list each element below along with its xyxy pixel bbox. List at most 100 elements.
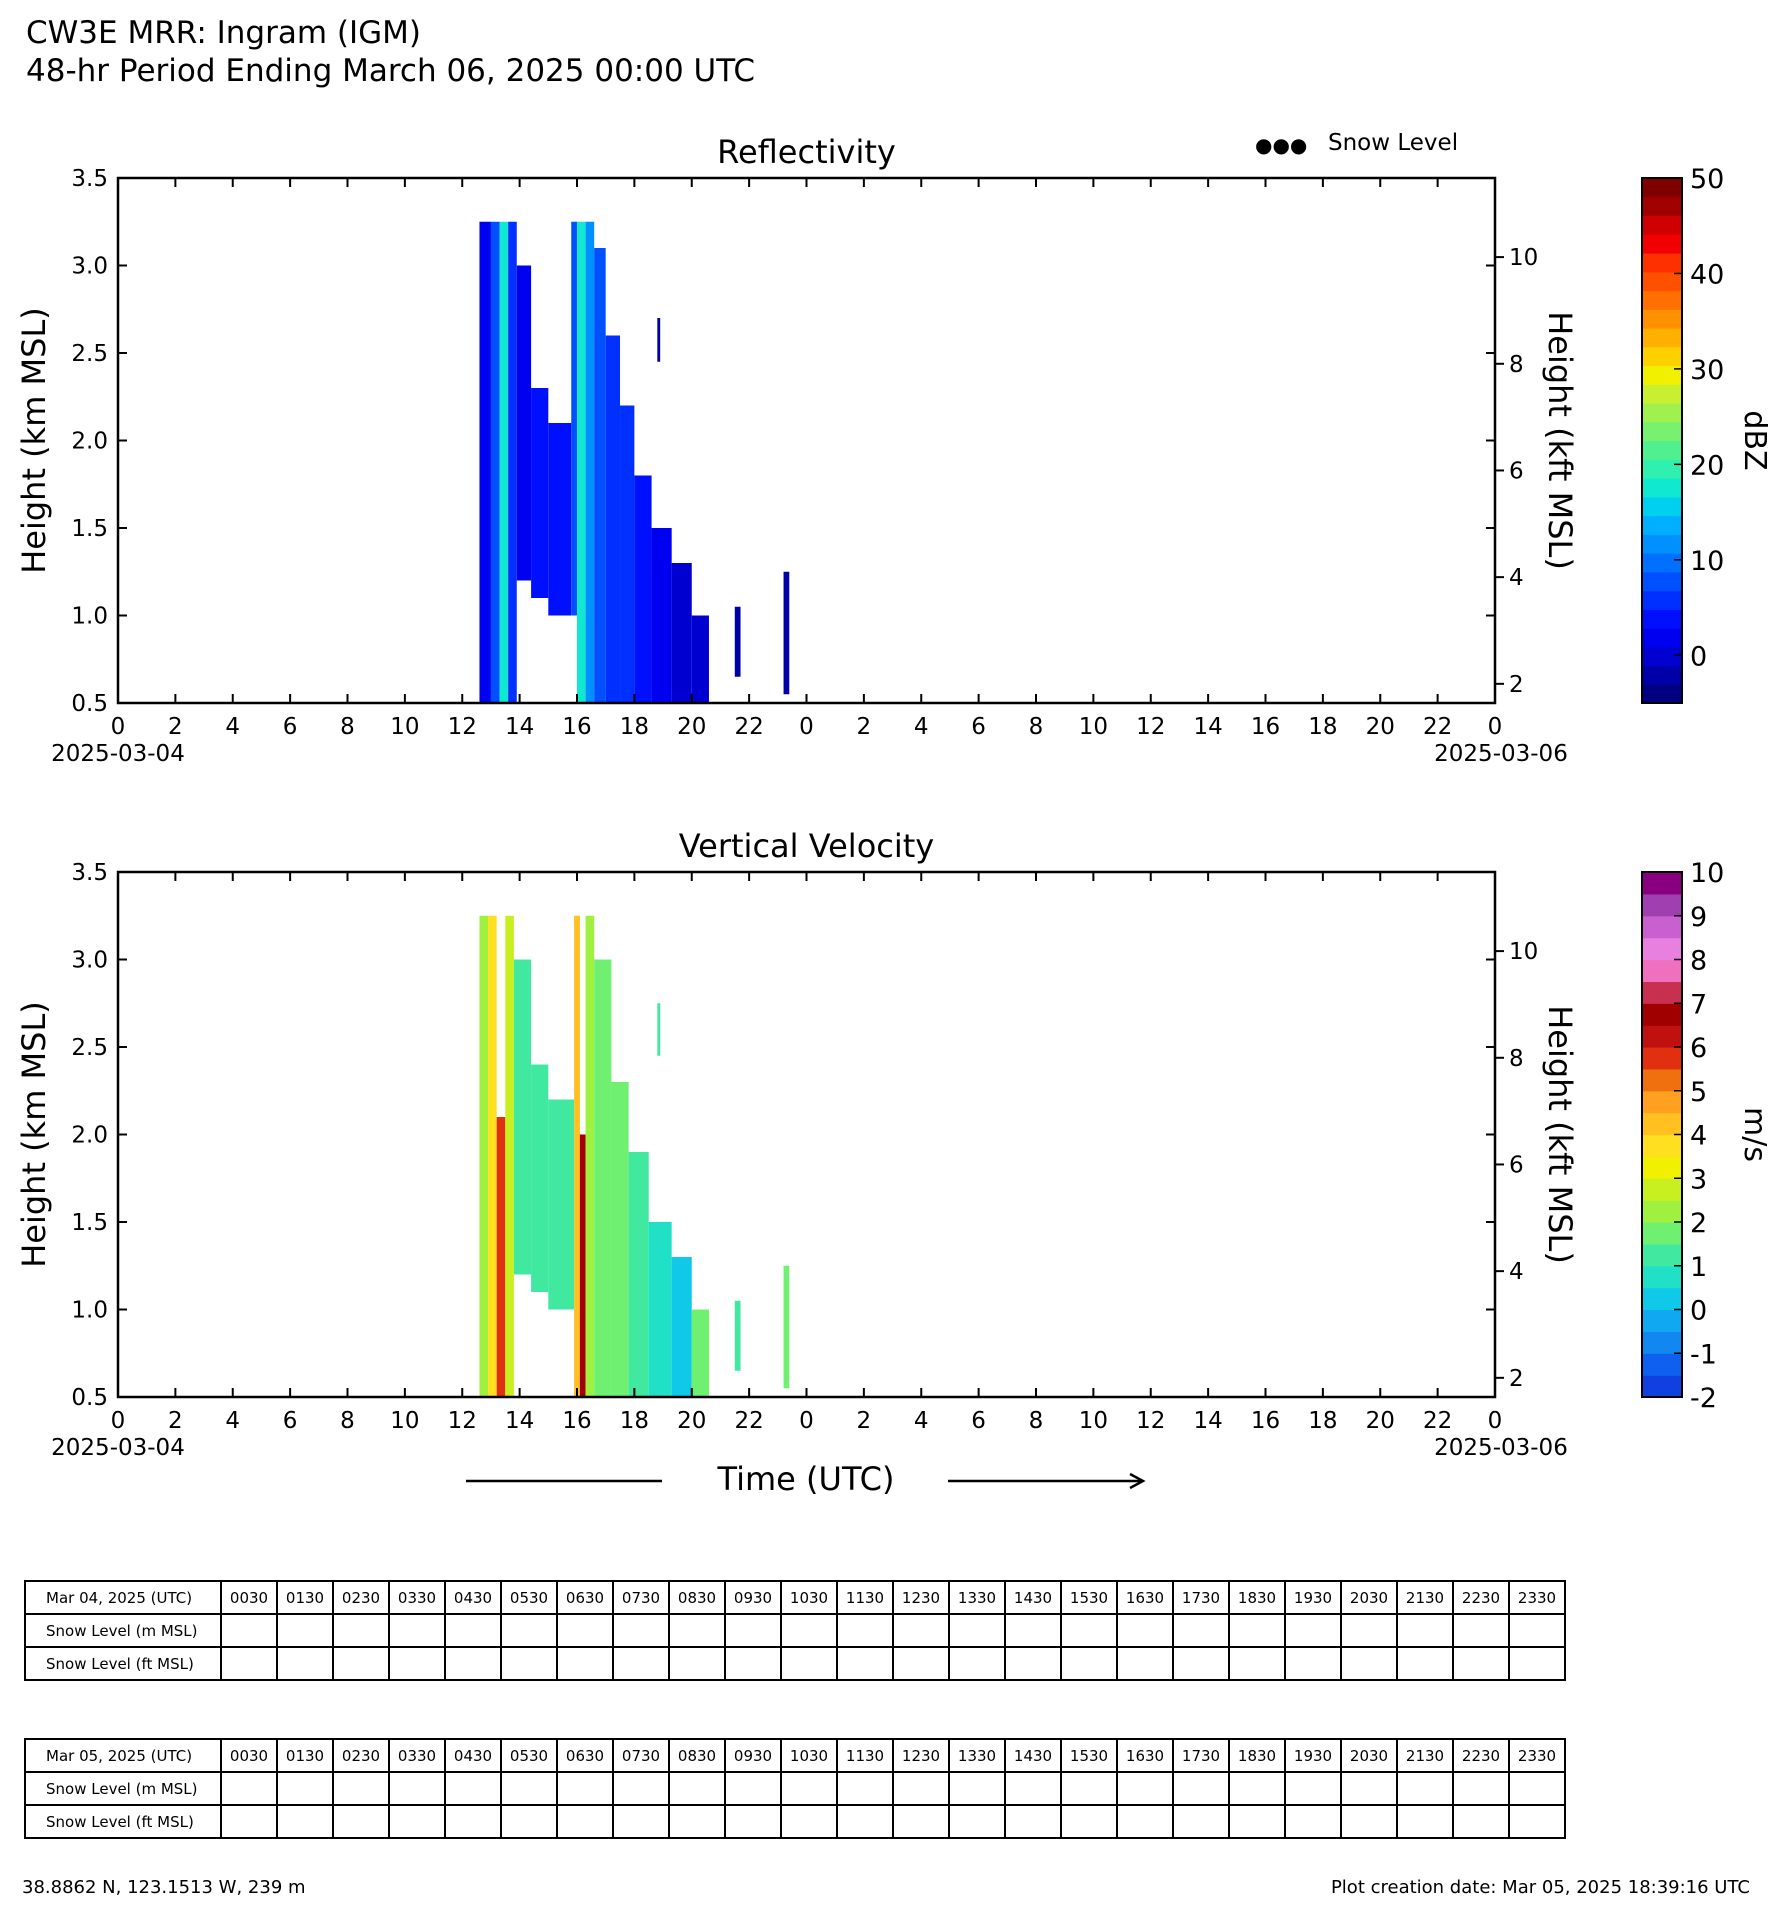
colorbar-swatch xyxy=(1642,1353,1682,1376)
snow-level-m-cell xyxy=(948,1771,1006,1806)
snow-level-m-cell xyxy=(1004,1771,1062,1806)
y-tick-label: 3.0 xyxy=(71,254,108,280)
colorbar-swatch xyxy=(1642,421,1682,442)
colorbar-swatch xyxy=(1642,1003,1682,1026)
colorbar-swatch xyxy=(1642,215,1682,235)
snow-level-m-cell xyxy=(1452,1771,1510,1806)
snow-level-ft-cell xyxy=(388,1804,446,1839)
colorbar-label: m/s xyxy=(1737,1107,1770,1162)
time-header-cell: 1730 xyxy=(1172,1580,1230,1615)
snow-level-m-cell xyxy=(892,1613,950,1648)
x-tick-label: 8 xyxy=(1029,1408,1044,1434)
x-tick-label: 0 xyxy=(1488,714,1503,740)
colorbar-swatch xyxy=(1642,478,1682,498)
data-cell xyxy=(651,528,672,703)
snow-level-m-cell xyxy=(1452,1613,1510,1648)
time-arrow-head xyxy=(1129,1472,1146,1490)
y-tick-label: 0.5 xyxy=(71,1385,108,1411)
colorbar-swatch xyxy=(1642,915,1682,939)
x-tick-label: 4 xyxy=(225,714,240,740)
snow-level-legend-label: Snow Level xyxy=(1328,130,1458,156)
colorbar-tick-label: 10 xyxy=(1690,546,1724,577)
x-tick-label: 2 xyxy=(168,714,183,740)
snow-level-ft-cell xyxy=(780,1646,838,1681)
colorbar-swatch xyxy=(1642,1112,1682,1136)
panel-title: Reflectivity xyxy=(717,133,896,171)
colorbar-tick-label: -2 xyxy=(1690,1383,1717,1414)
snow-level-ft-cell xyxy=(444,1646,502,1681)
time-axis-label: Time (UTC) xyxy=(466,1460,1146,1498)
x-tick-label: 2 xyxy=(168,1408,183,1434)
y-tick-label: 1.0 xyxy=(71,604,108,630)
time-header-cell: 0030 xyxy=(220,1580,278,1615)
time-header-cell: 0030 xyxy=(220,1738,278,1773)
colorbar-swatch xyxy=(1642,1331,1682,1354)
colorbar-swatch xyxy=(1642,609,1682,629)
colorbar-frame xyxy=(1641,177,1683,704)
snow-level-table-mar05: Mar 05, 2025 (UTC) 0030 0130 0230 0330 0430 05… xyxy=(24,1738,1566,1839)
vertical-velocity-panel: Vertical Velocity 0.5 1.0 1.5 2.0 2.5 3.0 3.5 He… xyxy=(15,827,1770,1461)
snow-level-m-cell xyxy=(220,1771,278,1806)
colorbar-tick-label: 6 xyxy=(1690,1033,1707,1064)
time-header-cell: 1930 xyxy=(1284,1580,1342,1615)
time-header-cell: 2330 xyxy=(1508,1738,1566,1773)
time-header-cell: 0430 xyxy=(444,1580,502,1615)
data-cell xyxy=(691,1309,709,1397)
snow-level-ft-cell xyxy=(612,1804,670,1839)
data-cell xyxy=(479,915,489,1397)
snow-level-m-cell xyxy=(668,1771,726,1806)
x-tick-label: 8 xyxy=(340,714,355,740)
snow-level-ft-cell xyxy=(276,1646,334,1681)
x-tick-label: 10 xyxy=(1079,1408,1108,1434)
x-date-end: 2025-03-06 xyxy=(1434,741,1568,767)
colorbar-tick-label: 3 xyxy=(1690,1164,1707,1195)
snow-level-m-row: Snow Level (m MSL) xyxy=(24,1613,1566,1648)
time-header-row-label: Mar 04, 2025 (UTC) xyxy=(24,1580,222,1615)
x-tick-label: 22 xyxy=(1423,714,1452,740)
snow-level-ft-cell xyxy=(276,1804,334,1839)
colorbar-tick-label: 4 xyxy=(1690,1121,1707,1152)
colorbar-swatch xyxy=(1642,1156,1682,1179)
data-cell xyxy=(611,1082,629,1397)
y2-tick-label: 2 xyxy=(1509,672,1524,698)
colorbar-swatch xyxy=(1642,234,1682,254)
colorbar-swatch xyxy=(1642,981,1682,1004)
time-header-cell: 1530 xyxy=(1060,1580,1118,1615)
snow-level-ft-cell xyxy=(220,1804,278,1839)
time-header-cell: 0130 xyxy=(276,1580,334,1615)
snow-level-m-cell xyxy=(388,1771,446,1806)
plot-creation-date: Plot creation date: Mar 05, 2025 18:39:1… xyxy=(1330,1877,1750,1898)
colorbar-swatch xyxy=(1642,646,1682,667)
data-cell xyxy=(505,915,514,1397)
time-header-cell: 2230 xyxy=(1452,1580,1510,1615)
snow-level-ft-cell xyxy=(668,1804,726,1839)
x-tick-label: 22 xyxy=(1423,1408,1452,1434)
snow-level-ft-cell xyxy=(612,1646,670,1681)
snow-level-ft-cell xyxy=(1284,1646,1342,1681)
y-tick-label: 3.5 xyxy=(71,166,108,192)
snow-level-m-cell xyxy=(1228,1771,1286,1806)
colorbar-swatch xyxy=(1642,178,1682,198)
snow-level-m-cell xyxy=(892,1771,950,1806)
x-tick-label: 14 xyxy=(505,1408,534,1434)
snow-level-ft-row: Snow Level (ft MSL) xyxy=(24,1646,1566,1681)
colorbar-tick-label: 0 xyxy=(1690,1296,1707,1327)
snow-level-ft-cell xyxy=(1172,1804,1230,1839)
colorbar-swatch xyxy=(1642,937,1682,961)
y2-axis-label: Height (kft MSL) xyxy=(1541,311,1579,570)
y-tick-label: 3.0 xyxy=(71,948,108,974)
snow-level-m-cell xyxy=(1508,1613,1566,1648)
snow-level-ft-cell xyxy=(1060,1804,1118,1839)
colorbar-swatch xyxy=(1642,253,1682,273)
data-cell xyxy=(594,959,612,1397)
x-date-start: 2025-03-04 xyxy=(51,1435,185,1461)
snow-level-table-mar04: Mar 04, 2025 (UTC) 0030 0130 0230 0330 0430 05… xyxy=(24,1580,1566,1681)
snow-level-m-cell xyxy=(836,1771,894,1806)
x-tick-label: 12 xyxy=(1136,1408,1165,1434)
x-tick-label: 14 xyxy=(1193,1408,1222,1434)
snow-level-ft-cell xyxy=(1452,1804,1510,1839)
data-cell xyxy=(657,1003,661,1056)
snow-level-m-cell xyxy=(1004,1613,1062,1648)
snow-level-m-cell xyxy=(612,1613,670,1648)
